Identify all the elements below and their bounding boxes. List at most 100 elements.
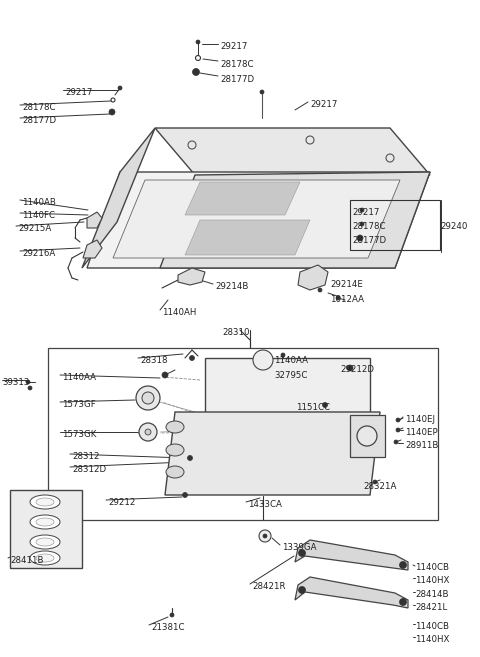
Ellipse shape	[36, 554, 54, 562]
Text: 1140CB: 1140CB	[415, 622, 449, 631]
Circle shape	[399, 599, 407, 606]
Polygon shape	[185, 220, 310, 255]
Text: 28411B: 28411B	[10, 556, 44, 565]
Text: 29212: 29212	[108, 498, 135, 507]
Text: 1151CC: 1151CC	[296, 403, 330, 412]
Text: 29215A: 29215A	[18, 224, 51, 233]
Text: 28312D: 28312D	[72, 465, 106, 474]
Text: 1140AA: 1140AA	[62, 373, 96, 382]
Circle shape	[259, 530, 271, 542]
Circle shape	[188, 455, 192, 461]
Ellipse shape	[36, 538, 54, 546]
Polygon shape	[82, 128, 155, 268]
Text: 39313: 39313	[2, 378, 29, 387]
Circle shape	[318, 288, 322, 292]
Ellipse shape	[36, 498, 54, 506]
Circle shape	[357, 235, 363, 241]
Circle shape	[253, 350, 273, 370]
Polygon shape	[295, 540, 408, 570]
Ellipse shape	[30, 551, 60, 565]
Text: 29217: 29217	[220, 42, 247, 51]
Circle shape	[145, 429, 151, 435]
Circle shape	[360, 222, 364, 226]
Circle shape	[109, 109, 115, 115]
Circle shape	[347, 365, 353, 371]
Polygon shape	[295, 577, 408, 608]
Text: 28911B: 28911B	[405, 441, 438, 450]
Circle shape	[394, 440, 398, 444]
Text: 28178C: 28178C	[22, 103, 56, 112]
Text: 1140HX: 1140HX	[415, 635, 449, 644]
Text: 28414B: 28414B	[415, 590, 448, 599]
Text: 1433CA: 1433CA	[248, 500, 282, 509]
Text: 1140AH: 1140AH	[162, 308, 196, 317]
Text: 1140CB: 1140CB	[415, 563, 449, 572]
Ellipse shape	[30, 535, 60, 549]
Polygon shape	[87, 212, 102, 228]
Text: 1573GK: 1573GK	[62, 430, 96, 439]
Ellipse shape	[166, 421, 184, 433]
Ellipse shape	[36, 518, 54, 526]
Circle shape	[336, 296, 340, 300]
FancyBboxPatch shape	[350, 415, 385, 457]
Polygon shape	[155, 128, 430, 175]
Text: 28310: 28310	[222, 328, 250, 337]
Circle shape	[182, 493, 188, 497]
Text: 1140FC: 1140FC	[22, 211, 55, 220]
Text: 29217: 29217	[65, 88, 92, 97]
Text: 1339GA: 1339GA	[282, 543, 316, 552]
Polygon shape	[160, 172, 430, 268]
Circle shape	[263, 534, 267, 538]
Polygon shape	[178, 268, 205, 285]
Text: 28177D: 28177D	[352, 236, 386, 245]
Circle shape	[170, 613, 174, 617]
Circle shape	[323, 403, 327, 407]
Text: 29217: 29217	[352, 208, 379, 217]
Ellipse shape	[30, 515, 60, 529]
Polygon shape	[10, 490, 82, 568]
Text: 28318: 28318	[140, 356, 168, 365]
Circle shape	[192, 68, 200, 76]
Text: 1140HX: 1140HX	[415, 576, 449, 585]
Text: 28321A: 28321A	[363, 482, 396, 491]
Circle shape	[396, 418, 400, 422]
Circle shape	[357, 426, 377, 446]
Text: 29214E: 29214E	[330, 280, 363, 289]
Text: 1140AB: 1140AB	[22, 198, 56, 207]
Polygon shape	[185, 182, 300, 215]
Circle shape	[260, 90, 264, 94]
Circle shape	[396, 428, 400, 432]
Text: 29240: 29240	[440, 222, 468, 231]
Text: 28178C: 28178C	[352, 222, 385, 231]
Text: 29216A: 29216A	[22, 249, 55, 258]
Polygon shape	[113, 180, 400, 258]
Text: 32795C: 32795C	[274, 371, 307, 380]
Circle shape	[136, 386, 160, 410]
Circle shape	[28, 386, 32, 390]
Circle shape	[373, 480, 377, 484]
Circle shape	[299, 549, 305, 556]
Polygon shape	[205, 358, 370, 415]
Text: 1140EP: 1140EP	[405, 428, 438, 437]
Polygon shape	[165, 412, 380, 495]
Ellipse shape	[30, 495, 60, 509]
Circle shape	[196, 40, 200, 44]
Text: 21381C: 21381C	[151, 623, 184, 632]
Circle shape	[188, 141, 196, 149]
Circle shape	[306, 136, 314, 144]
Text: 29214B: 29214B	[215, 282, 248, 291]
Polygon shape	[87, 172, 430, 268]
Text: 1140AA: 1140AA	[274, 356, 308, 365]
Text: 28178C: 28178C	[220, 60, 253, 69]
Text: 28177D: 28177D	[220, 75, 254, 84]
Circle shape	[118, 86, 122, 90]
Circle shape	[281, 353, 285, 357]
Circle shape	[386, 154, 394, 162]
Circle shape	[299, 587, 305, 593]
Text: 1140EJ: 1140EJ	[405, 415, 435, 424]
Ellipse shape	[166, 444, 184, 456]
Circle shape	[360, 208, 364, 212]
Circle shape	[162, 372, 168, 378]
Polygon shape	[298, 265, 328, 290]
Ellipse shape	[166, 466, 184, 478]
